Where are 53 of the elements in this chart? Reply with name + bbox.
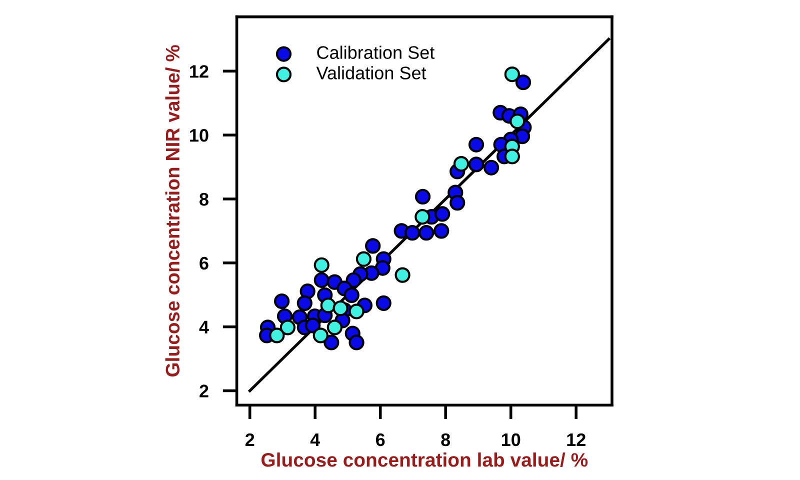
point	[515, 74, 532, 90]
point	[348, 304, 364, 320]
point	[326, 320, 342, 336]
point	[314, 272, 330, 288]
point	[504, 66, 520, 82]
y-tick-label: 6	[200, 256, 208, 270]
point	[305, 318, 321, 334]
point	[468, 136, 484, 152]
point	[296, 295, 312, 311]
point	[414, 188, 431, 205]
y-tick-label: 2	[200, 384, 208, 398]
x-tick-label: 2	[245, 433, 254, 446]
x-tick-label: 8	[441, 433, 450, 446]
point	[356, 251, 372, 267]
point	[269, 328, 285, 344]
point	[280, 320, 296, 336]
point	[346, 272, 362, 288]
point	[332, 300, 348, 316]
point	[394, 267, 410, 283]
point	[434, 206, 450, 222]
point	[404, 225, 420, 241]
point	[314, 257, 330, 273]
point	[324, 334, 340, 350]
point	[348, 334, 364, 350]
x-tick-label: 6	[376, 433, 385, 446]
point	[504, 148, 520, 164]
point	[312, 328, 328, 344]
point	[344, 287, 360, 303]
y-tick-label: 8	[200, 192, 208, 206]
point	[418, 225, 434, 241]
legend-label: Validation Set	[316, 66, 426, 80]
point	[274, 293, 290, 310]
point	[453, 156, 470, 172]
point	[468, 156, 484, 172]
point	[374, 260, 390, 276]
y-tick-label: 12	[190, 65, 208, 78]
y-tick-label: 4	[199, 320, 209, 334]
x-axis-title: Glucose concentration lab value/ %	[262, 452, 588, 467]
x-tick-label: 4	[310, 434, 320, 446]
y-tick-label: 10	[190, 128, 208, 142]
x-tick-label: 10	[502, 433, 520, 446]
point	[320, 298, 336, 314]
y-axis-title: Glucose concentration NIR value/ %	[165, 45, 180, 377]
point	[510, 113, 526, 130]
point	[365, 238, 381, 254]
point	[300, 284, 316, 300]
point	[450, 194, 466, 211]
point	[434, 223, 450, 239]
point	[483, 160, 500, 176]
legend-label: Calibration Set	[317, 46, 435, 59]
point	[376, 295, 392, 311]
x-tick-label: 12	[567, 433, 586, 446]
point	[414, 209, 430, 225]
